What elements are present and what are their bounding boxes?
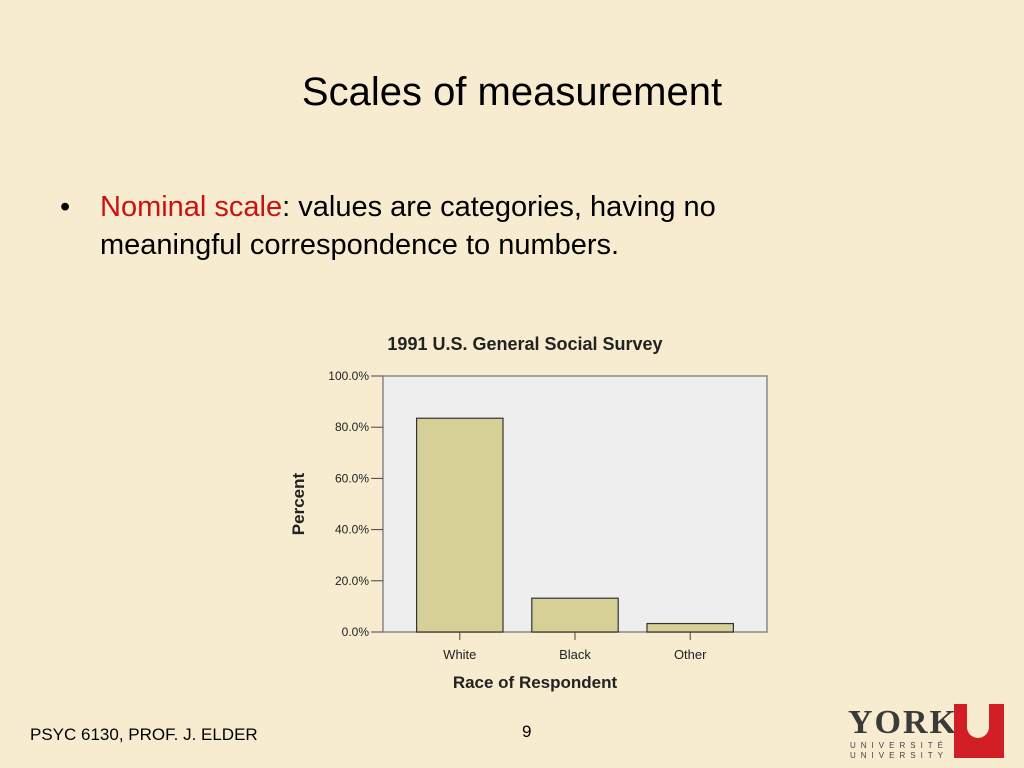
bar-chart: 1991 U.S. General Social Survey 0.0% 20.0%…	[270, 320, 780, 700]
y-axis-label: Percent	[289, 472, 308, 535]
x-tick-label: White	[443, 647, 476, 662]
logo-wordmark: YORK	[848, 704, 958, 741]
bullet-marker: •	[60, 191, 71, 223]
y-tick-label: 20.0%	[335, 574, 369, 588]
y-tick-label: 0.0%	[342, 625, 370, 639]
bullet-text-block: Nominal scale: values are categories, ha…	[100, 188, 860, 264]
slide-title: Scales of measurement	[301, 70, 723, 114]
bar-white	[416, 417, 504, 633]
x-axis-label: Race of Respondent	[453, 673, 618, 692]
logo-subtitle-en: UNIVERSITY	[850, 751, 949, 760]
footer-course: PSYC 6130, PROF. J. ELDER	[30, 725, 258, 744]
bar-black	[531, 597, 619, 633]
bar-other	[646, 622, 735, 633]
chart-title: 1991 U.S. General Social Survey	[387, 334, 662, 354]
y-tick-label: 60.0%	[335, 471, 369, 485]
page-number: 9	[522, 722, 532, 741]
chart-svg: 1991 U.S. General Social Survey 0.0% 20.0%…	[289, 334, 768, 692]
y-tick-label: 80.0%	[335, 420, 369, 434]
bullet-definition: : values are categories, having no meani…	[100, 191, 716, 261]
logo-subtitle-fr: UNIVERSITÉ	[850, 741, 949, 750]
x-tick-label: Other	[674, 647, 707, 662]
york-university-logo: YORK UNIVERSITÉ UNIVERSITY	[848, 704, 1008, 760]
y-tick-label: 100.0%	[328, 369, 369, 383]
bullet-term: Nominal scale	[100, 191, 283, 223]
logo-u-mark	[954, 704, 1004, 758]
x-tick-label: Black	[559, 647, 591, 662]
y-tick-label: 40.0%	[335, 523, 369, 537]
